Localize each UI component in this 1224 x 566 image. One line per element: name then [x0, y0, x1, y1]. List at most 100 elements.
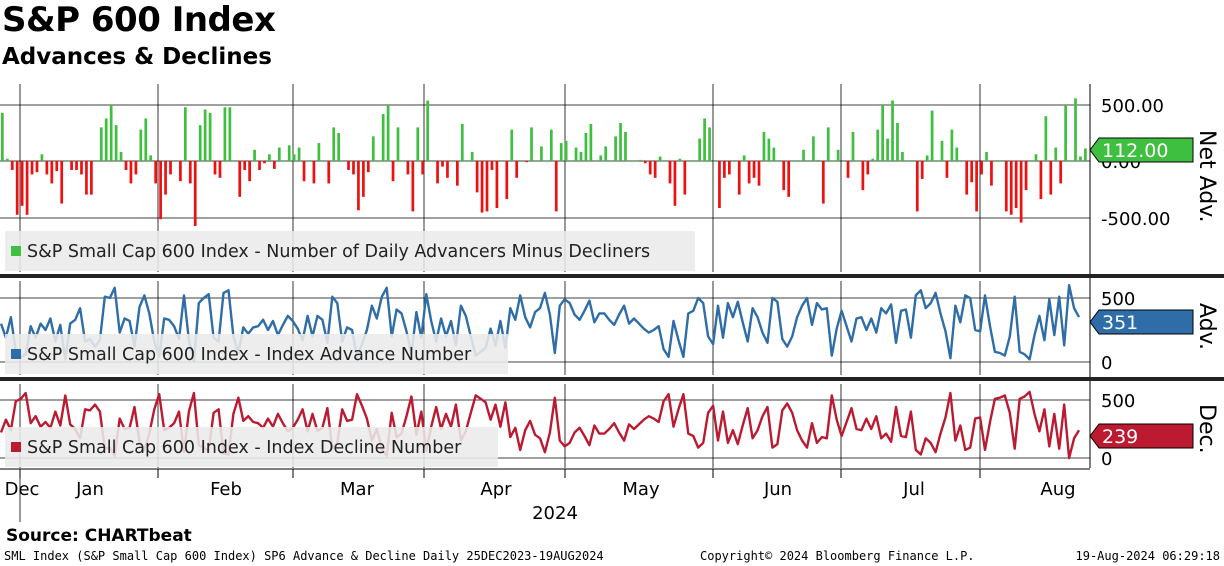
net-bar [416, 127, 420, 161]
net-bar [485, 161, 489, 212]
net-bar [441, 161, 444, 167]
net-bar [436, 161, 439, 184]
net-bar [975, 161, 978, 212]
source-label: Source: CHARTbeat [6, 526, 192, 546]
net-bar [94, 161, 98, 162]
net-bar [915, 161, 919, 212]
net-bar [910, 161, 914, 162]
net-bar [648, 161, 652, 175]
net-bar [159, 161, 162, 220]
net-bar [183, 107, 187, 161]
net-bar [15, 161, 19, 215]
net-bar [391, 161, 395, 182]
net-bar [698, 138, 702, 161]
net-bar [337, 133, 341, 161]
net-bar [643, 161, 647, 164]
legend-decline-box [5, 427, 498, 467]
net-bar [104, 118, 108, 161]
net-bar [238, 161, 242, 197]
net-bar [856, 161, 860, 162]
net-bar [114, 125, 118, 161]
net-bar [658, 156, 662, 161]
net-bar [797, 161, 800, 162]
dec-tick-label: 500 [1101, 391, 1135, 412]
net-bar [362, 161, 365, 197]
legend-net-label: S&P Small Cap 600 Index - Number of Dail… [27, 242, 650, 262]
net-bar [50, 161, 54, 184]
net-bar [460, 124, 464, 161]
net-bar [268, 154, 271, 161]
footer-ticker-info: SML Index (S&P Small Cap 600 Index) SP6 … [4, 549, 604, 563]
legend-decline-label: S&P Small Cap 600 Index - Index Decline … [27, 438, 462, 458]
net-bar [169, 161, 172, 175]
net-bar [821, 161, 825, 204]
net-bar [475, 161, 479, 193]
net-bar [594, 161, 598, 162]
net-bar [757, 161, 761, 186]
net-bar [75, 161, 78, 170]
net-bar [688, 161, 692, 162]
net-bar [530, 127, 533, 161]
net-bar [629, 161, 632, 162]
net-bar [273, 161, 276, 169]
net-bar [317, 143, 321, 161]
net-bar [470, 152, 474, 161]
net-bar [515, 161, 519, 178]
net-tick-label: -500.00 [1101, 209, 1170, 230]
net-bar [465, 161, 469, 162]
net-bar [366, 161, 370, 173]
net-bar [653, 161, 657, 178]
net-bar [396, 127, 400, 161]
month-label: Mar [340, 479, 375, 500]
net-bar [451, 161, 454, 162]
net-bar [376, 161, 380, 162]
month-label: Dec [5, 479, 40, 500]
net-last-tag-label: 112.00 [1102, 140, 1168, 162]
net-bar [119, 152, 123, 161]
net-bar [614, 136, 617, 161]
dec-last-tag [1089, 423, 1194, 449]
net-bar [525, 161, 528, 163]
net-bar [792, 161, 795, 162]
net-bar [258, 161, 261, 170]
net-bar [619, 122, 622, 161]
net-bar [861, 161, 865, 191]
net-bar [198, 125, 202, 161]
net-bar [287, 145, 291, 161]
dec-last-tag-label: 239 [1102, 426, 1138, 448]
net-bar [322, 161, 326, 162]
net-bar [411, 161, 415, 212]
net-bar [540, 146, 543, 161]
net-bar [980, 161, 983, 175]
net-bar [342, 161, 345, 162]
month-label: May [622, 479, 660, 500]
net-bar [99, 127, 103, 161]
net-bar [589, 124, 593, 161]
net-bar [1034, 154, 1038, 161]
legend-advance-swatch [11, 349, 21, 359]
net-bar [663, 161, 667, 162]
chart-subtitle: Advances & Declines [2, 44, 272, 70]
net-bar [668, 161, 672, 184]
net-bar [574, 147, 578, 161]
net-bar [604, 146, 608, 161]
decline-line [0, 390, 1081, 460]
net-bar [65, 161, 69, 162]
net-bar [421, 161, 425, 175]
net-bar [876, 129, 880, 161]
net-bar [277, 147, 281, 161]
net-bar [490, 161, 494, 170]
legend-net-box [5, 231, 695, 271]
net-bar [1049, 161, 1053, 195]
net-bar [1, 112, 4, 161]
net-bar [109, 105, 113, 161]
net-bar [218, 161, 222, 178]
net-bar [703, 118, 706, 161]
net-bar [144, 118, 148, 161]
net-bar [90, 161, 93, 195]
net-bar [990, 161, 993, 186]
net-bar [263, 161, 266, 164]
net-bar [332, 127, 336, 161]
net-bar [381, 113, 385, 161]
